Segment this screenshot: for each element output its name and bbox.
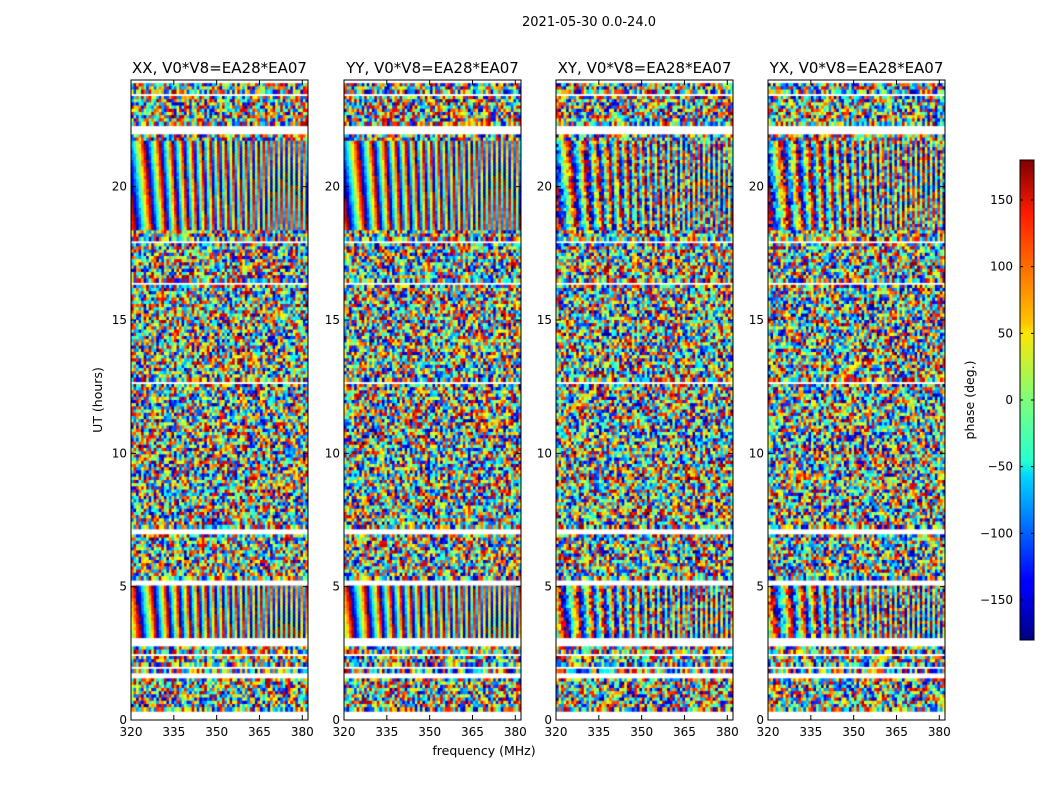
colorbar-tick-label: 150 (990, 193, 1013, 207)
y-tick-label: 10 (749, 446, 764, 460)
x-tick-label: 320 (333, 725, 356, 739)
y-tick-label: 15 (537, 313, 552, 327)
panel-yx: YX, V0*V8=EA28*EA07 320 335 350 365 380 0 5 10 15… (749, 59, 951, 739)
panel-title: YY, V0*V8=EA28*EA07 (345, 59, 519, 77)
colorbar-tick-label: −50 (988, 460, 1013, 474)
y-tick-label: 5 (332, 580, 340, 594)
colorbar-tick-label: −150 (980, 593, 1013, 607)
y-tick-label: 0 (756, 713, 764, 727)
colorbar: −150 −100 −50 0 50 100 150 phase (deg.) (962, 159, 1035, 641)
axes-frame (767, 79, 946, 721)
y-tick-label: 20 (537, 180, 552, 194)
x-tick-label: 335 (587, 725, 610, 739)
axes-frame (343, 79, 522, 721)
x-tick-label: 380 (504, 725, 527, 739)
x-tick-label: 380 (716, 725, 739, 739)
x-tick-label: 320 (757, 725, 780, 739)
x-tick-label: 380 (928, 725, 951, 739)
colorbar-tick-label: 0 (1005, 393, 1013, 407)
y-tick-label: 0 (119, 713, 127, 727)
y-tick-label: 15 (112, 313, 127, 327)
y-tick-label: 0 (332, 713, 340, 727)
figure-title: 2021-05-30 0.0-24.0 (522, 15, 656, 30)
x-tick-label: 335 (162, 725, 185, 739)
heatmap-yx (768, 80, 945, 720)
axes-frame (555, 79, 734, 721)
colorbar-tick-label: 100 (990, 260, 1013, 274)
heatmap-xx (131, 80, 308, 720)
panel-title: XY, V0*V8=EA28*EA07 (558, 59, 732, 77)
x-tick-label: 365 (885, 725, 908, 739)
y-tick-label: 10 (325, 446, 340, 460)
panels: XX, V0*V8=EA28*EA07 320 335 350 365 380 0 5 10 15… (112, 59, 951, 739)
panel-title: YX, V0*V8=EA28*EA07 (769, 59, 944, 77)
y-tick-label: 5 (756, 580, 764, 594)
y-tick-label: 20 (112, 180, 127, 194)
y-tick-label: 15 (325, 313, 340, 327)
x-tick-label: 335 (799, 725, 822, 739)
y-tick-label: 10 (112, 446, 127, 460)
x-tick-label: 350 (418, 725, 441, 739)
y-tick-label: 5 (119, 580, 127, 594)
panel-yy: YY, V0*V8=EA28*EA07 320 335 350 365 380 0 5 10 15… (325, 59, 527, 739)
x-tick-label: 320 (120, 725, 143, 739)
y-tick-label: 10 (537, 446, 552, 460)
colorbar-tick-label: −100 (980, 526, 1013, 540)
y-axis-label: UT (hours) (90, 367, 105, 433)
colorbar-ticks: −150 −100 −50 0 50 100 150 (980, 193, 1034, 607)
y-tick-label: 0 (544, 713, 552, 727)
panel-xy: XY, V0*V8=EA28*EA07 320 335 350 365 380 0 5 10 15… (537, 59, 739, 739)
x-tick-label: 365 (673, 725, 696, 739)
heatmap-xy (556, 80, 733, 720)
y-tick-label: 15 (749, 313, 764, 327)
x-tick-label: 335 (375, 725, 398, 739)
y-tick-label: 5 (544, 580, 552, 594)
heatmap-yy (344, 80, 521, 720)
x-tick-label: 365 (248, 725, 271, 739)
x-tick-label: 365 (461, 725, 484, 739)
x-tick-label: 320 (545, 725, 568, 739)
panel-xx: XX, V0*V8=EA28*EA07 320 335 350 365 380 0 5 10 15… (112, 59, 314, 739)
y-tick-label: 20 (749, 180, 764, 194)
x-tick-label: 350 (205, 725, 228, 739)
x-tick-label: 350 (842, 725, 865, 739)
x-tick-label: 380 (291, 725, 314, 739)
x-tick-label: 350 (630, 725, 653, 739)
x-axis-label: frequency (MHz) (432, 743, 535, 758)
colorbar-tick-label: 50 (998, 326, 1013, 340)
axes-frame (130, 79, 309, 721)
colorbar-label: phase (deg.) (962, 361, 977, 440)
y-tick-label: 20 (325, 180, 340, 194)
panel-title: XX, V0*V8=EA28*EA07 (132, 59, 307, 77)
